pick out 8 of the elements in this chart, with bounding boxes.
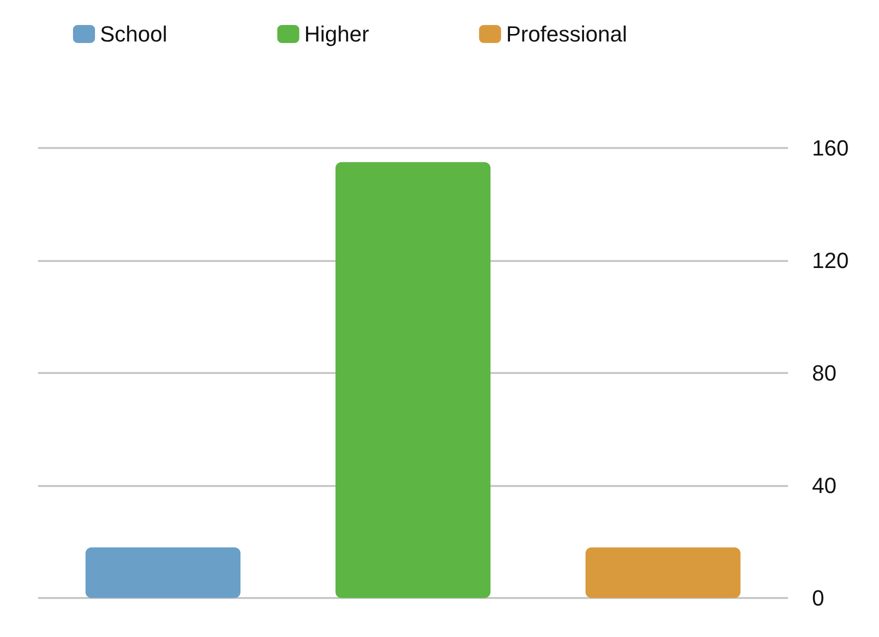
legend-label: School bbox=[100, 22, 168, 46]
y-tick-label: 40 bbox=[812, 473, 836, 498]
y-tick-label: 0 bbox=[812, 586, 824, 610]
legend-label: Professional bbox=[506, 22, 628, 46]
y-tick-label: 160 bbox=[812, 136, 849, 160]
legend-label: Higher bbox=[304, 22, 370, 46]
y-tick-label: 80 bbox=[812, 360, 836, 386]
y-tick-label: 120 bbox=[812, 248, 849, 273]
